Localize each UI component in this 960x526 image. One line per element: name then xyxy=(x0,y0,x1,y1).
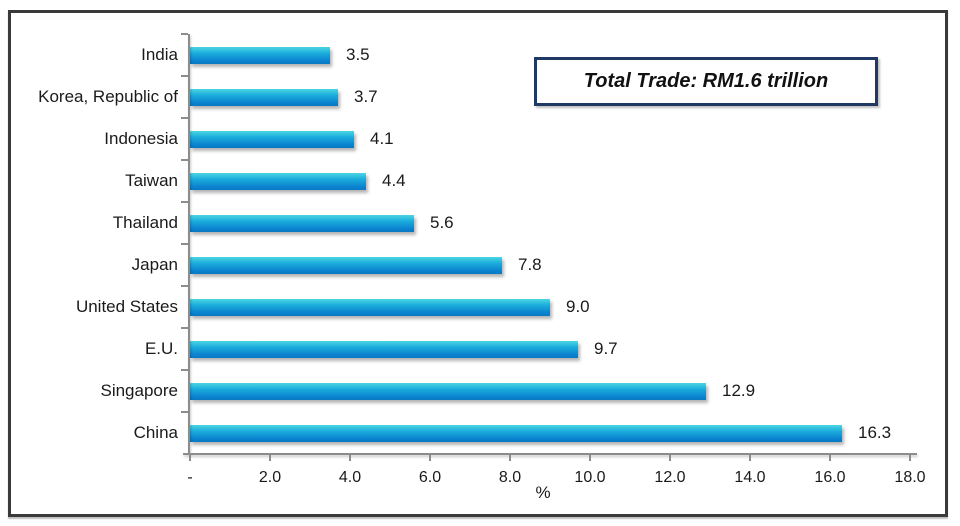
bar xyxy=(190,257,502,274)
bar-value-label: 12.9 xyxy=(722,381,756,400)
bar-value-label: 4.1 xyxy=(370,129,394,148)
bar xyxy=(190,341,578,358)
category-label: Thailand xyxy=(112,213,178,232)
x-axis-tick xyxy=(909,455,911,461)
bar-value-label: 3.7 xyxy=(354,87,378,106)
bar xyxy=(190,89,338,106)
x-axis-tick xyxy=(829,455,831,461)
bar-value-label: 16.3 xyxy=(858,423,892,442)
x-axis-tick-label: 16.0 xyxy=(814,469,846,486)
y-axis-tick xyxy=(181,75,188,77)
bar xyxy=(190,299,550,316)
total-trade-annotation-text: Total Trade: RM1.6 trillion xyxy=(583,70,829,92)
x-axis-tick-label: 12.0 xyxy=(654,469,686,486)
x-axis-tick xyxy=(509,455,511,461)
category-label: Indonesia xyxy=(104,129,178,148)
bar xyxy=(190,173,366,190)
category-label: Singapore xyxy=(100,381,178,400)
y-axis-tick xyxy=(181,411,188,413)
category-label: Taiwan xyxy=(125,171,178,190)
total-trade-annotation-box: Total Trade: RM1.6 trillion xyxy=(534,57,878,106)
bar-value-label: 4.4 xyxy=(382,171,406,190)
y-axis-tick xyxy=(181,117,188,119)
x-axis-tick xyxy=(429,455,431,461)
category-label: Japan xyxy=(131,255,178,274)
bar xyxy=(190,425,842,442)
x-axis-tick-label: 10.0 xyxy=(574,469,606,486)
x-axis-tick xyxy=(589,455,591,461)
x-axis-tick-label: 14.0 xyxy=(734,469,766,486)
bar-value-label: 9.0 xyxy=(566,297,590,316)
bar-value-label: 9.7 xyxy=(594,339,618,358)
bar xyxy=(190,215,414,232)
bar-value-label: 7.8 xyxy=(518,255,542,274)
x-axis-tick-label: 6.0 xyxy=(418,469,442,486)
x-axis-tick-label: - xyxy=(187,469,193,486)
category-label: United States xyxy=(75,297,178,316)
y-axis-tick xyxy=(181,201,188,203)
y-axis-tick xyxy=(181,285,188,287)
x-axis-tick xyxy=(269,455,271,461)
x-axis-title-percent: % xyxy=(535,483,551,502)
category-label: China xyxy=(133,423,178,442)
x-axis-tick-label: 18.0 xyxy=(894,469,926,486)
x-axis-tick-label: 8.0 xyxy=(498,469,522,486)
bar xyxy=(190,47,330,64)
y-axis-line xyxy=(188,34,190,454)
category-label: Korea, Republic of xyxy=(38,87,178,106)
y-axis-tick xyxy=(181,243,188,245)
bar xyxy=(190,383,706,400)
category-label: E.U. xyxy=(144,339,178,358)
x-axis-tick-label: 4.0 xyxy=(338,469,362,486)
bar-value-label: 5.6 xyxy=(430,213,454,232)
y-axis-tick xyxy=(181,159,188,161)
bar xyxy=(190,131,354,148)
x-axis-tick xyxy=(349,455,351,461)
x-axis-line xyxy=(183,453,917,455)
x-axis-tick xyxy=(749,455,751,461)
y-axis-tick xyxy=(181,369,188,371)
y-axis-tick xyxy=(181,33,188,35)
x-axis-tick-label: 2.0 xyxy=(258,469,282,486)
y-axis-tick xyxy=(181,327,188,329)
x-axis-tick xyxy=(189,455,191,461)
category-label: India xyxy=(141,45,178,64)
x-axis-tick xyxy=(669,455,671,461)
bar-value-label: 3.5 xyxy=(346,45,370,64)
